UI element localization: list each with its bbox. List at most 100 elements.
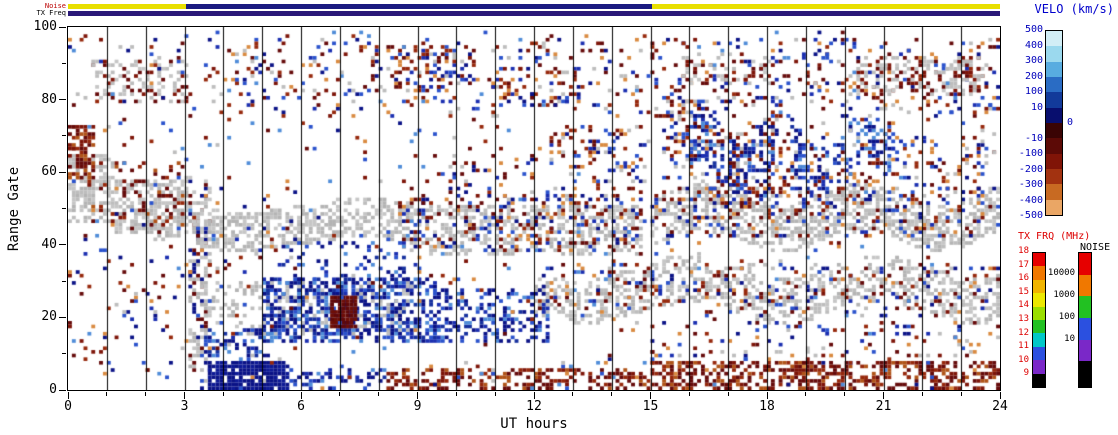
velocity-colorbar-label: -500 xyxy=(1018,210,1043,221)
txfrq-colorbar-segment xyxy=(1033,306,1045,321)
velocity-colorbar-label: -300 xyxy=(1018,179,1043,190)
y-axis-tick xyxy=(59,244,66,246)
velocity-colorbar-segment xyxy=(1046,199,1062,215)
y-tick-label: 20 xyxy=(41,309,57,325)
txfreq-status-bar xyxy=(68,11,1000,16)
y-axis-tick xyxy=(62,135,66,137)
x-tick-label: 15 xyxy=(642,399,659,414)
velocity-colorbar-segment xyxy=(1046,61,1062,77)
y-tick-label: 80 xyxy=(41,91,57,107)
velocity-colorbar-segment xyxy=(1046,92,1062,108)
x-tick-label: 3 xyxy=(180,399,189,414)
velocity-colorbar-label: -400 xyxy=(1018,194,1043,206)
x-axis-tick xyxy=(339,392,341,396)
x-axis-tick xyxy=(455,392,457,396)
txfrq-colorbar-segment xyxy=(1033,333,1045,347)
txfrq-colorbar-segment xyxy=(1033,253,1045,267)
y-axis-tick xyxy=(59,99,66,101)
txfrq-colorbar-segment xyxy=(1033,360,1045,374)
velocity-colorbar-label: 500 xyxy=(1024,24,1043,35)
x-axis-tick xyxy=(921,392,923,396)
txfrq-colorbar-label: 14 xyxy=(1018,300,1029,311)
velocity-colorbar-zero-label: 0 xyxy=(1067,117,1074,128)
noise-colorbar-segment xyxy=(1079,274,1091,297)
velocity-colorbar-segment xyxy=(1046,184,1062,200)
noise-colorbar-label: 10 xyxy=(1064,334,1075,344)
velocity-colorbar-segment xyxy=(1046,107,1062,123)
x-tick-label: 21 xyxy=(875,399,892,414)
x-axis-tick xyxy=(261,392,263,396)
txfrq-colorbar-title: TX FRQ (MHz) xyxy=(1018,231,1091,242)
plot-area xyxy=(67,26,1001,391)
x-axis-tick xyxy=(766,392,768,399)
x-axis-tick xyxy=(727,392,729,396)
velocity-colorbar xyxy=(1045,30,1063,216)
y-axis-tick xyxy=(59,26,66,28)
txfrq-colorbar-label: 17 xyxy=(1018,259,1029,270)
x-axis-tick xyxy=(611,392,613,396)
txfrq-colorbar-segment xyxy=(1033,346,1045,361)
y-axis-tick xyxy=(62,208,66,209)
txfrq-colorbar-label: 13 xyxy=(1018,314,1029,324)
txfrq-colorbar-label: 12 xyxy=(1018,327,1029,338)
noise-colorbar-label: 100 xyxy=(1058,312,1075,322)
velocity-colorbar-segment xyxy=(1046,138,1062,154)
x-axis-tick xyxy=(688,392,690,396)
txfrq-colorbar xyxy=(1032,252,1046,388)
x-axis-tick xyxy=(417,392,418,399)
txfreq-row-label: TX Freq xyxy=(36,9,66,17)
x-axis-tick xyxy=(805,392,807,396)
velocity-colorbar-label: 300 xyxy=(1024,55,1043,66)
txfrq-colorbar-segment xyxy=(1033,266,1045,280)
velocity-colorbar-label: 10 xyxy=(1030,101,1043,113)
velocity-colorbar-segment xyxy=(1046,76,1062,93)
noise-colorbar-segment xyxy=(1079,253,1091,275)
txfrq-colorbar-segment xyxy=(1033,279,1045,294)
x-tick-label: 9 xyxy=(413,399,422,414)
txfrq-colorbar-label: 18 xyxy=(1018,246,1029,256)
x-axis-tick xyxy=(378,392,380,396)
x-axis-tick xyxy=(494,392,496,396)
velocity-colorbar-segment xyxy=(1046,168,1062,185)
x-axis-tick xyxy=(300,392,302,399)
txfrq-colorbar-segment xyxy=(1033,320,1045,334)
txfrq-colorbar-segment xyxy=(1033,293,1045,307)
velocity-colorbar-segment xyxy=(1046,122,1062,139)
x-axis-tick xyxy=(145,392,147,396)
noise-bar-segment xyxy=(68,4,187,9)
velocity-colorbar-label: -200 xyxy=(1018,163,1043,175)
noise-colorbar-segment xyxy=(1079,296,1091,319)
noise-colorbar-segment xyxy=(1079,339,1091,362)
scatter-heatmap-canvas xyxy=(68,27,1000,390)
velocity-colorbar-segment xyxy=(1046,46,1062,62)
noise-colorbar-label: 10000 xyxy=(1047,268,1075,278)
x-axis-tick xyxy=(844,392,846,396)
x-axis-tick xyxy=(106,392,108,396)
y-tick-label: 100 xyxy=(33,19,57,34)
noise-bar-segment xyxy=(186,4,653,9)
velocity-colorbar-label: 200 xyxy=(1024,70,1043,82)
noise-bar-segment xyxy=(652,4,1000,9)
x-tick-label: 18 xyxy=(759,399,775,414)
velocity-colorbar-title: VELO (km/s) xyxy=(1034,2,1114,16)
x-tick-label: 0 xyxy=(64,399,72,414)
noise-colorbar xyxy=(1078,252,1092,388)
x-axis-tick xyxy=(960,392,962,396)
txfrq-colorbar-label: 15 xyxy=(1018,286,1029,297)
txfrq-colorbar-label: 11 xyxy=(1018,341,1029,352)
x-tick-label: 24 xyxy=(992,399,1008,414)
velocity-colorbar-segment xyxy=(1046,31,1062,47)
noise-colorbar-label: 1000 xyxy=(1053,290,1075,300)
x-axis-tick xyxy=(67,392,69,399)
velocity-colorbar-label: -100 xyxy=(1018,148,1043,159)
noise-status-bar xyxy=(68,4,1000,9)
x-axis-tick xyxy=(222,392,224,396)
x-tick-label: 6 xyxy=(297,399,305,414)
y-axis-tick xyxy=(59,389,66,391)
velocity-colorbar-segment xyxy=(1046,153,1062,169)
x-axis-title: UT hours xyxy=(500,416,568,432)
y-tick-label: 60 xyxy=(41,164,57,180)
x-axis-tick xyxy=(883,392,884,399)
y-axis-title: Range Gate xyxy=(6,166,22,252)
